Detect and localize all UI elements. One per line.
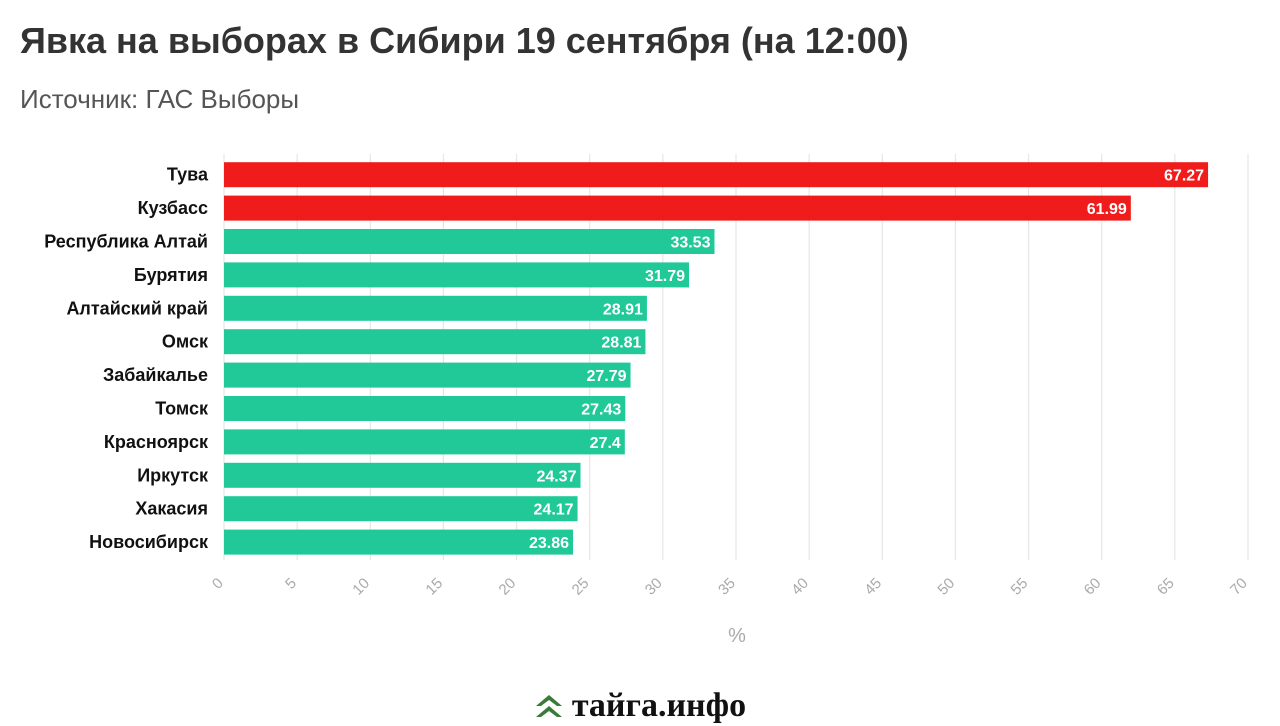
x-tick-label: 10 [349,575,373,599]
tree-chevron-icon [535,695,562,717]
value-label: 24.37 [536,468,576,485]
value-label: 27.4 [590,435,621,452]
category-label: Томск [155,399,209,419]
bar-chart: Тува Кузбасс Республика Алтай Бурятия Алтайс… [44,154,1251,647]
value-label: 28.91 [603,301,643,318]
bar [224,229,715,254]
category-label: Новосибирск [89,532,209,552]
value-label: 28.81 [601,335,641,352]
x-tick-label: 70 [1227,575,1251,599]
bar [224,429,625,455]
bar [224,496,578,522]
category-label: Хакасия [135,499,208,519]
chart-title: Явка на выборах в Сибири 19 сентября (на… [20,20,909,61]
value-label: 27.43 [581,402,621,419]
value-label: 27.79 [586,368,626,385]
x-tick-label: 45 [861,575,885,599]
grid-lines [223,154,1249,560]
value-label: 31.79 [645,268,685,285]
x-tick-label: 15 [422,575,446,599]
category-label: Омск [162,332,209,352]
category-label: Кузбасс [138,198,208,218]
logo: тайга.инфо [0,686,1280,726]
value-label: 24.17 [534,502,574,519]
category-label: Забайкалье [103,365,208,385]
bar [224,195,1131,221]
x-tick-label: 0 [209,575,227,593]
chart-subtitle: Источник: ГАС Выборы [20,84,300,114]
category-labels: Тува Кузбасс Республика Алтай Бурятия Алтайс… [44,165,209,552]
bars [224,162,1209,555]
bar [224,162,1209,188]
x-tick-label: 35 [715,575,739,599]
x-tick-label: 60 [1081,575,1105,599]
x-tick-label: 25 [569,575,593,599]
value-label: 23.86 [529,535,569,552]
category-label: Красноярск [104,432,209,452]
bar [224,329,646,355]
bar [224,362,631,388]
bar [224,529,574,555]
value-label: 33.53 [670,235,710,252]
x-axis-label: % [728,625,746,647]
bar [224,262,690,288]
category-label: Алтайский край [66,298,208,318]
x-tick-label: 30 [642,575,666,599]
x-tick-label: 50 [934,575,958,599]
x-tick-label: 65 [1154,575,1178,599]
category-label: Тува [167,165,209,185]
category-label: Бурятия [134,265,208,285]
x-tick-label: 40 [788,575,812,599]
category-label: Иркутск [137,465,209,485]
x-tick-label: 5 [282,575,300,593]
bar [224,396,626,421]
value-label: 67.27 [1164,168,1204,185]
logo-text: тайга.инфо [571,687,747,724]
x-tick-label: 55 [1008,575,1032,599]
x-tick-label: 20 [496,575,520,599]
category-label: Республика Алтай [44,232,208,252]
bar [224,462,581,488]
x-tick-labels: 0 5 10 15 20 25 30 35 40 45 50 55 60 65 70 [209,575,1251,599]
bar [224,295,647,321]
value-label: 61.99 [1087,201,1127,218]
